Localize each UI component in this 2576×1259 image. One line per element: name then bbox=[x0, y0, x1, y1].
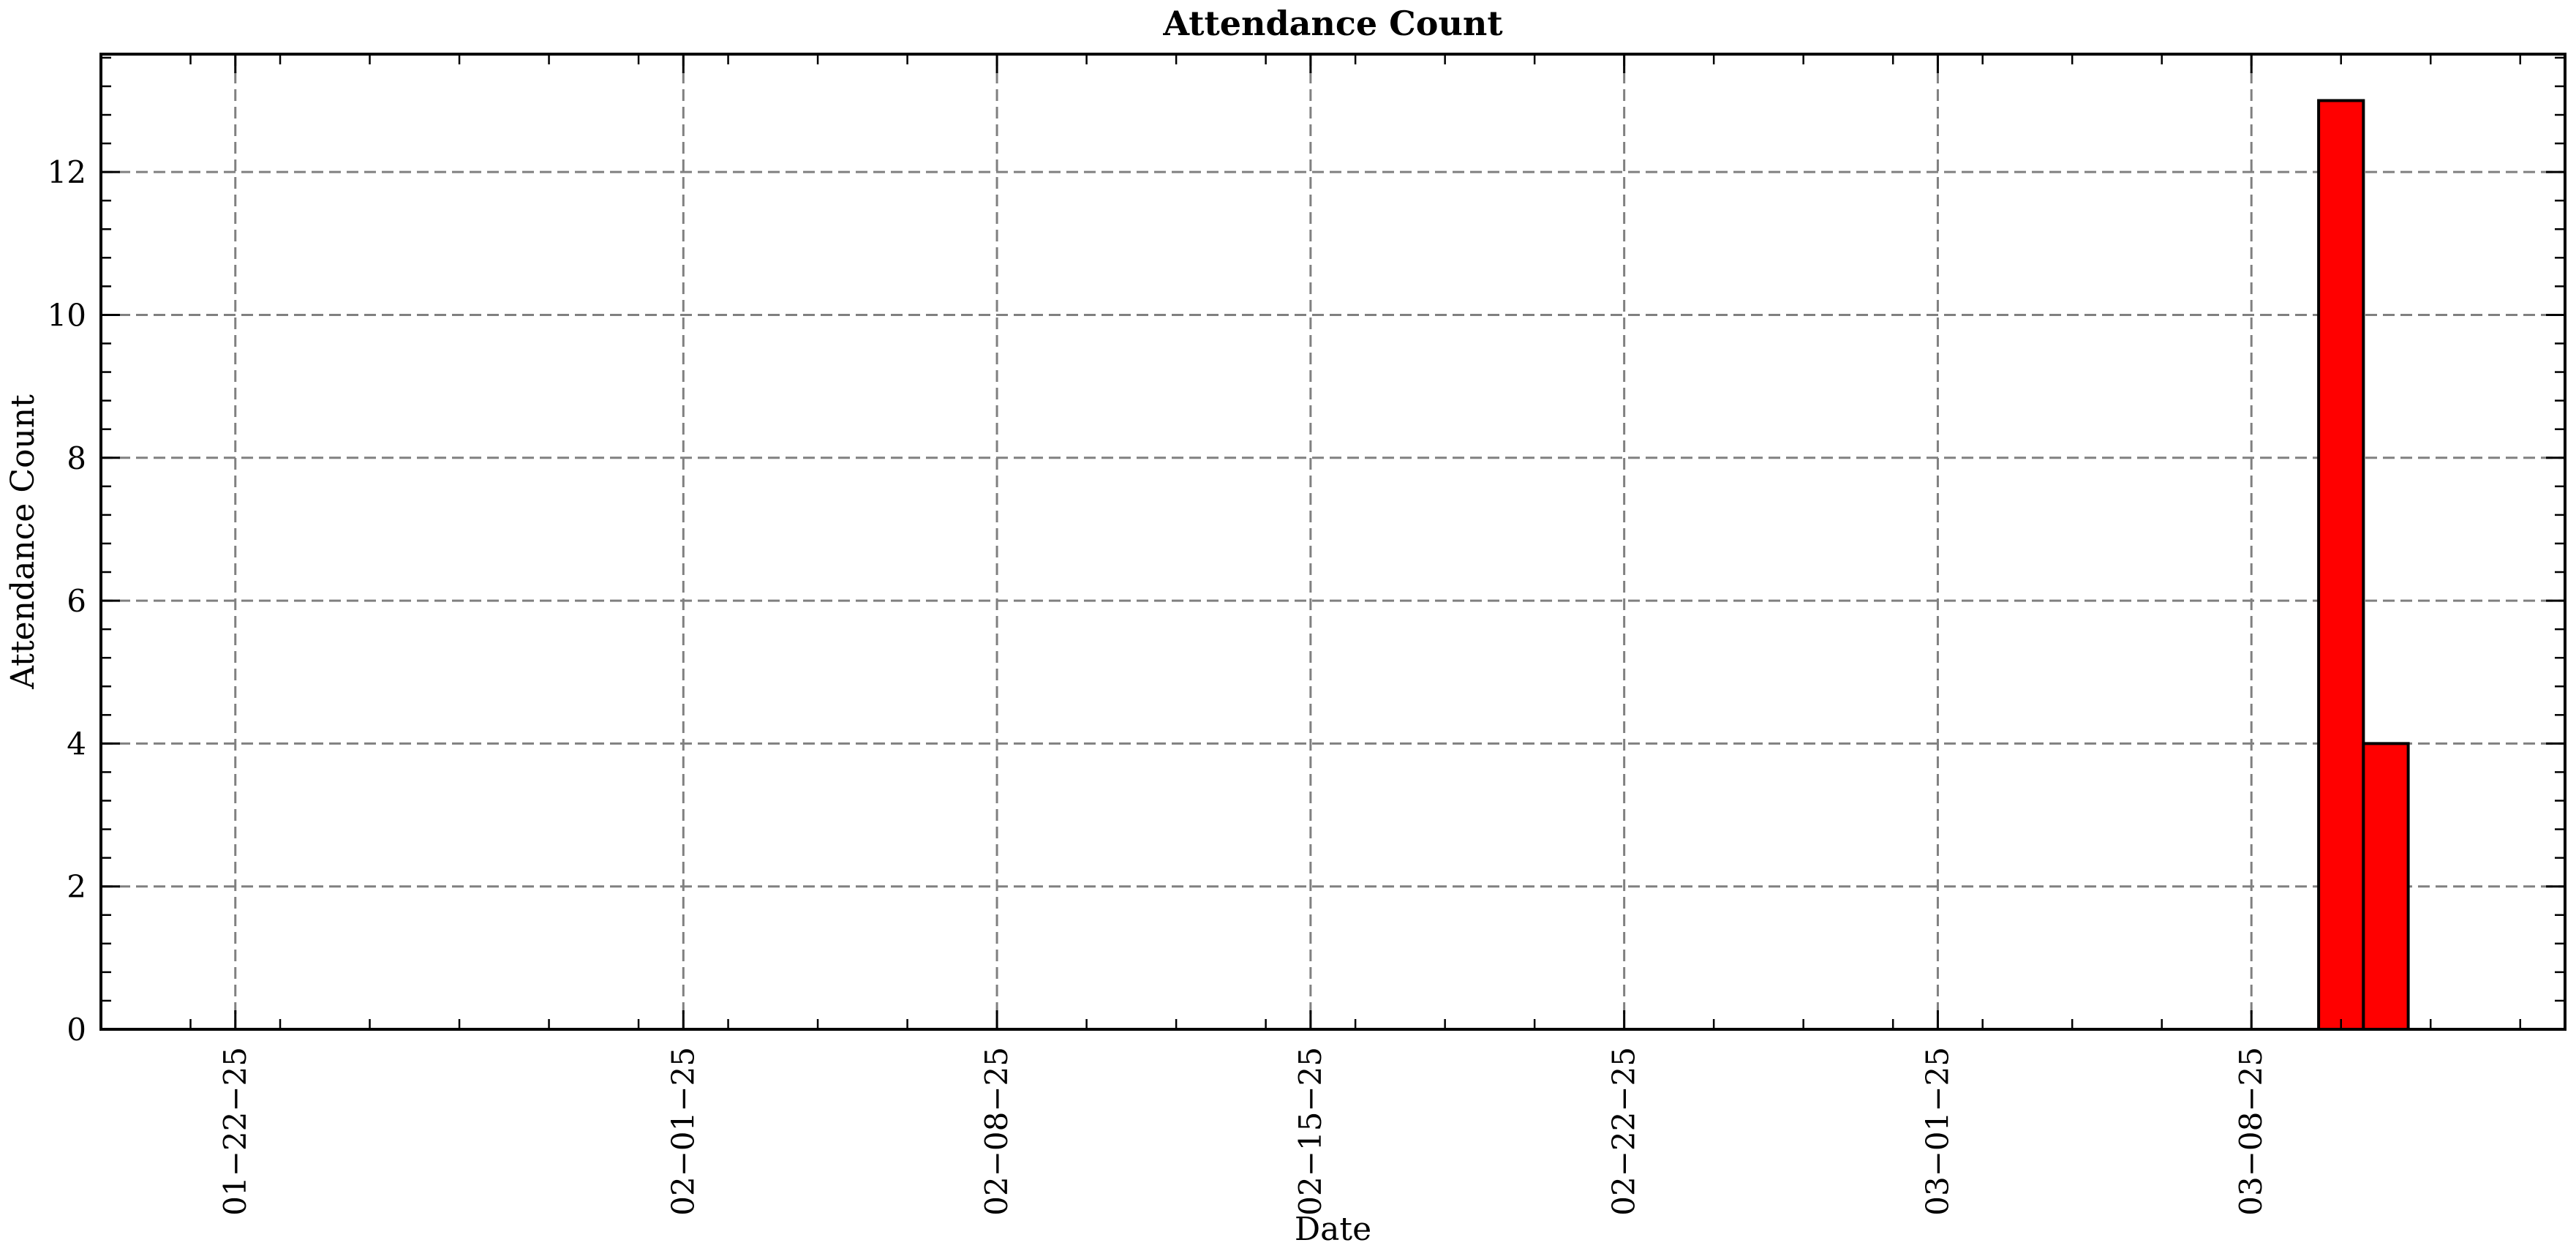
y-tick-label: 10 bbox=[48, 297, 86, 333]
chart-title: Attendance Count bbox=[1162, 4, 1503, 43]
y-tick-label: 2 bbox=[67, 869, 86, 905]
x-tick-label: 03−01−25 bbox=[1919, 1047, 1955, 1216]
x-tick-label: 02−15−25 bbox=[1292, 1047, 1328, 1216]
x-tick-label: 01−22−25 bbox=[217, 1047, 253, 1216]
axes-frame bbox=[99, 53, 2566, 1031]
grid-lines bbox=[101, 54, 2565, 1029]
x-tick-label: 02−01−25 bbox=[665, 1047, 701, 1216]
x-tick-label: 02−08−25 bbox=[979, 1047, 1014, 1216]
x-tick-label: 03−08−25 bbox=[2233, 1047, 2269, 1216]
y-tick-label: 12 bbox=[48, 154, 86, 190]
y-axis-label: Attendance Count bbox=[4, 394, 42, 690]
x-axis-label: Date bbox=[1295, 1211, 1371, 1248]
x-tick-label: 02−22−25 bbox=[1606, 1047, 1642, 1216]
tick-marks bbox=[99, 54, 2565, 1031]
y-tick-label: 6 bbox=[67, 583, 86, 619]
y-tick-label: 4 bbox=[67, 726, 86, 762]
bar bbox=[2317, 99, 2365, 1031]
bars bbox=[2317, 99, 2410, 1031]
bar bbox=[2362, 742, 2410, 1031]
tick-labels: 0 2 4 6 8 10 12 01−22−25 02−01−25 02−08−25 02−15−2… bbox=[48, 154, 2270, 1216]
y-tick-label: 0 bbox=[67, 1012, 86, 1048]
y-tick-label: 8 bbox=[67, 440, 86, 476]
